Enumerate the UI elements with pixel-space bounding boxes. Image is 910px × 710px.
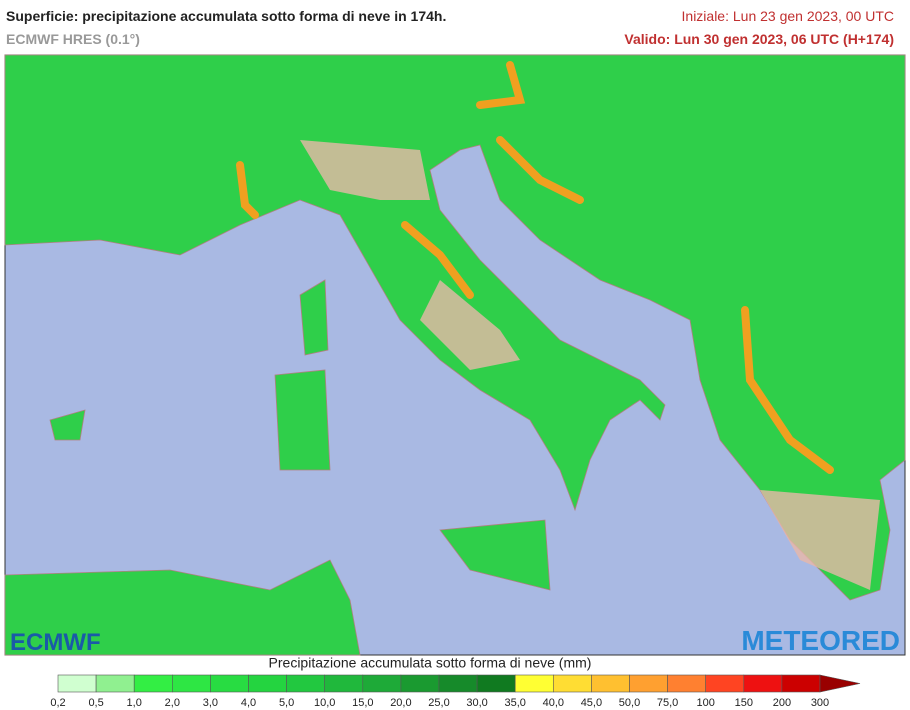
sardinia xyxy=(274,369,331,471)
legend-swatch xyxy=(552,674,592,693)
corsica xyxy=(299,279,329,356)
legend-swatch xyxy=(210,674,249,693)
legend-swatch xyxy=(400,674,440,693)
snow-band xyxy=(401,221,474,299)
snow-band xyxy=(496,136,584,204)
island xyxy=(49,409,86,441)
legend-swatch xyxy=(705,674,745,693)
legend-label: 150 xyxy=(735,697,753,709)
legend-swatch xyxy=(667,674,706,693)
sicily xyxy=(439,519,551,591)
legend-label: 3,0 xyxy=(203,697,218,709)
legend-label: 45,0 xyxy=(581,697,602,709)
logo-right: METEORED xyxy=(741,625,900,656)
legend-swatch xyxy=(438,674,478,693)
legend-swatch xyxy=(476,674,516,693)
legend-label: 1,0 xyxy=(127,697,142,709)
legend-swatch xyxy=(514,674,554,693)
legend-swatch xyxy=(591,674,630,693)
legend-label: 0,2 xyxy=(50,697,65,709)
legend-label: 75,0 xyxy=(657,697,678,709)
legend-label: 30,0 xyxy=(466,697,487,709)
subtitle: ECMWF HRES (0.1°) xyxy=(6,31,140,47)
legend-label: 0,5 xyxy=(88,697,103,709)
snow-band xyxy=(236,161,259,219)
legend-swatch xyxy=(324,674,364,693)
title: Superficie: precipitazione accumulata so… xyxy=(6,8,447,24)
valid-time: Valido: Lun 30 gen 2023, 06 UTC (H+174) xyxy=(624,31,894,47)
heavy-snow xyxy=(236,61,834,474)
legend-label: 25,0 xyxy=(428,697,449,709)
legend-label: 40,0 xyxy=(543,697,564,709)
legend-label: 2,0 xyxy=(165,697,180,709)
legend-swatch xyxy=(286,674,326,693)
logo-left: ECMWF xyxy=(10,629,101,656)
legend-title: Precipitazione accumulata sotto forma di… xyxy=(269,655,592,671)
legend-swatch xyxy=(95,674,135,693)
africa xyxy=(4,559,361,656)
legend: 0,2 0,5 1,0 2,0 3,0 4,0 5,0 10,0 15,0 20,0 25,0 30,… xyxy=(50,674,861,709)
plain xyxy=(760,490,880,590)
legend-label: 200 xyxy=(773,697,791,709)
legend-swatch xyxy=(629,674,668,693)
low-snow-areas xyxy=(300,140,880,590)
legend-swatch xyxy=(57,674,97,693)
snow-band xyxy=(741,306,834,474)
plain xyxy=(300,140,430,200)
legend-label: 5,0 xyxy=(279,697,294,709)
legend-swatch xyxy=(781,674,821,693)
legend-arrow xyxy=(819,674,861,693)
legend-label: 15,0 xyxy=(352,697,373,709)
legend-label: 10,0 xyxy=(314,697,335,709)
legend-swatch xyxy=(133,674,173,693)
legend-label: 4,0 xyxy=(241,697,256,709)
initial-time: Iniziale: Lun 23 gen 2023, 00 UTC xyxy=(681,8,894,24)
legend-swatch xyxy=(743,674,783,693)
legend-label: 50,0 xyxy=(619,697,640,709)
legend-label: 20,0 xyxy=(390,697,411,709)
legend-label: 100 xyxy=(697,697,715,709)
legend-label: 35,0 xyxy=(504,697,525,709)
legend-swatch xyxy=(172,674,211,693)
snow-band xyxy=(476,61,526,109)
plain xyxy=(420,280,520,370)
legend-swatch xyxy=(362,674,402,693)
legend-label: 300 xyxy=(811,697,829,709)
legend-swatch xyxy=(248,674,287,693)
